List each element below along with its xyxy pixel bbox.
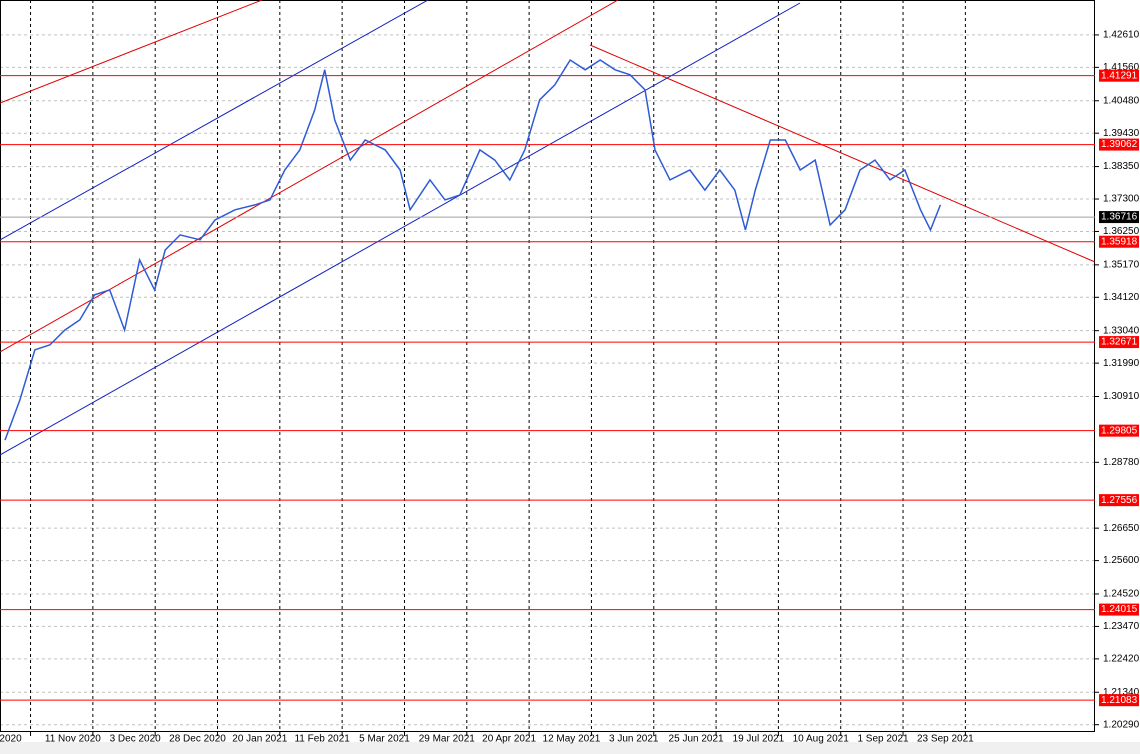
x-tick-label: 25 Jun 2021 [669,734,724,745]
y-tick-label: 1.38350 [1103,161,1140,172]
y-tick-label: 1.26650 [1103,523,1140,534]
tab-strip [0,742,1140,754]
level-label: 1.24015 [1101,604,1138,615]
x-tick-label: 3 Jun 2021 [609,734,659,745]
y-tick-label: 1.34120 [1103,292,1140,303]
y-tick-label: 1.22420 [1103,654,1140,665]
y-tick-label: 1.39430 [1103,128,1140,139]
level-tag [1099,494,1139,507]
y-tick-label: 1.20290 [1103,719,1140,730]
level-label: 1.39062 [1101,139,1138,150]
x-tick-label: 19 Jul 2021 [733,734,785,745]
level-tag [1099,235,1139,248]
level-label: 1.21083 [1101,695,1138,706]
level-label: 1.41291 [1101,70,1138,81]
trend-line [0,2,801,456]
current-price-tag [1099,211,1139,224]
y-tick-label: 1.37300 [1103,194,1140,205]
y-tick-label: 1.42610 [1103,30,1140,41]
x-tick-label: 28 Dec 2020 [169,734,226,745]
x-tick-label: 29 Mar 2021 [419,734,476,745]
x-tick-label: 10 Aug 2021 [793,734,850,745]
y-tick-label: 1.28780 [1103,457,1140,468]
x-tick-label: 1 Sep 2021 [857,734,909,745]
trend-line [0,0,619,353]
y-tick-label: 1.31990 [1103,358,1140,369]
level-tag [1099,69,1139,82]
trend-lines [0,0,1096,456]
y-tick-label: 1.40480 [1103,95,1140,106]
level-label: 1.29805 [1101,425,1138,436]
current-price-label: 1.36716 [1101,212,1138,223]
x-tick-label: 3 Dec 2020 [110,734,162,745]
plot-frame [0,0,1095,732]
x-tick-label: 11 Feb 2021 [294,734,350,745]
level-tag [1099,336,1139,349]
y-tick-label: 1.36250 [1103,226,1140,237]
trend-line [0,0,263,104]
trend-line [0,0,429,241]
x-tick-label: 11 Nov 2020 [45,734,101,745]
x-tick-label: 20 Jan 2021 [232,734,287,745]
y-tick-label: 1.35170 [1103,259,1140,270]
x-tick-label: 20 Apr 2021 [482,734,536,745]
y-tick-label: 1.23470 [1103,621,1140,632]
y-tick-label: 1.30910 [1103,391,1140,402]
level-tag [1099,694,1139,707]
level-tag [1099,424,1139,437]
y-tick-label: 1.21340 [1103,687,1140,698]
price-line [4,58,942,441]
x-tick-label: 12 May 2021 [543,734,601,745]
y-tick-label: 1.41560 [1103,62,1140,73]
level-tag [1099,138,1139,151]
level-label: 1.32671 [1101,337,1138,348]
y-tick-label: 1.33040 [1103,325,1140,336]
trend-line [589,44,1096,263]
level-label: 1.27556 [1101,495,1138,506]
x-tick-label: 5 Mar 2021 [359,734,410,745]
level-label: 1.35918 [1101,236,1138,247]
level-tag [1099,603,1139,616]
y-tick-label: 1.24520 [1103,589,1140,600]
x-tick-label: 2020 [0,734,22,745]
y-tick-label: 1.25600 [1103,555,1140,566]
x-tick-label: 23 Sep 2021 [917,734,974,745]
